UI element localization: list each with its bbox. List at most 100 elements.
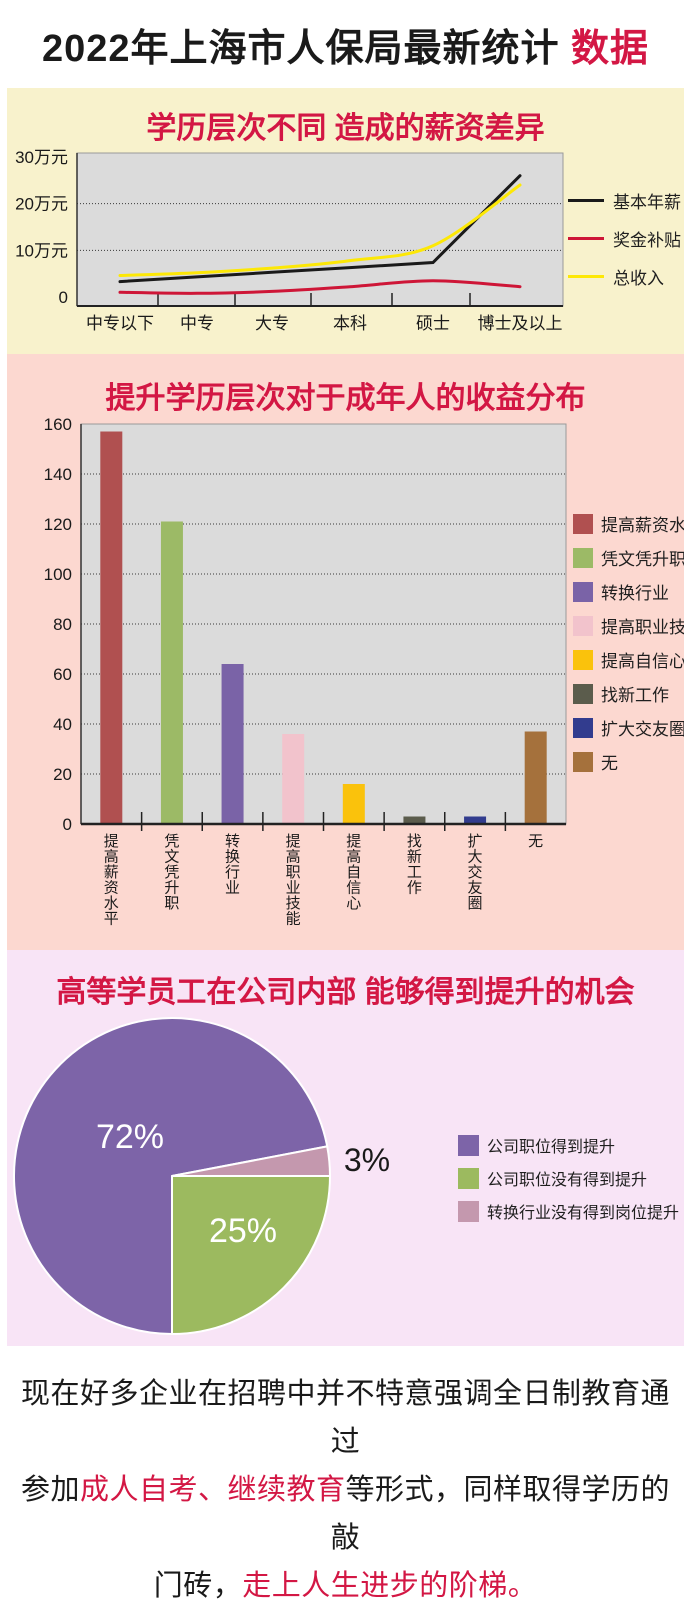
line-series-基本年薪: [118, 174, 522, 284]
section-pie-chart: 高等学员工在公司内部 能够得到提升的机会 72% 3% 25% 公司职位得到提升 公司…: [7, 950, 684, 1346]
svg-text:0: 0: [59, 288, 68, 307]
legend-item: 公司职位没有得到提升: [458, 1166, 679, 1190]
legend-label: 奖金补贴: [613, 231, 681, 250]
legend-label: 提高自信心: [601, 652, 684, 671]
legend-item: 公司职位得到提升: [458, 1133, 679, 1157]
line-chart-svg: 30万元 20万元 10万元 0 中专以下 中专 大专 本科 硕士 博士及以上: [15, 148, 564, 333]
svg-text:中专: 中专: [180, 314, 214, 333]
bar-x-label: 凭文凭升职: [164, 833, 179, 912]
svg-text:硕士: 硕士: [416, 314, 450, 333]
legend-swatch: [573, 717, 593, 738]
svg-text:20: 20: [53, 765, 72, 784]
legend-label: 公司职位得到提升: [487, 1139, 616, 1156]
pie-label-3%: 3%: [344, 1142, 390, 1178]
svg-text:博士及以上: 博士及以上: [478, 314, 563, 333]
svg-text:中专以下: 中专以下: [86, 314, 154, 333]
line-series-奖金补贴: [118, 279, 522, 295]
legend-label: 总收入: [613, 269, 664, 288]
legend-item: 凭文凭升职: [573, 545, 684, 570]
svg-text:100: 100: [44, 565, 72, 584]
page-title: 2022年上海市人保局最新统计 数据: [42, 17, 649, 72]
bar-x-label: 无: [528, 833, 543, 850]
footer-text: 等形式，同样取得学历的敲: [330, 1474, 671, 1554]
legend-swatch: [573, 751, 593, 772]
legend-swatch: [573, 649, 593, 670]
legend-label: 公司职位没有得到提升: [487, 1172, 648, 1189]
pie-chart-svg: 72% 3% 25%: [12, 1017, 390, 1335]
legend-swatch: [568, 237, 604, 240]
legend-item: 扩大交友圈: [573, 715, 684, 740]
bar-凭文凭升职: [160, 521, 183, 824]
bar-x-label: 转换行业: [225, 833, 240, 897]
legend-item: 基本年薪: [568, 188, 681, 213]
svg-text:10万元: 10万元: [15, 241, 68, 260]
page-title-black: 2022年上海市人保局最新统计: [41, 27, 572, 70]
legend-item: 转换行业没有得到岗位提升: [458, 1199, 679, 1223]
legend-swatch: [573, 683, 593, 704]
legend-label: 提高薪资水平: [601, 516, 684, 535]
line-series-总收入: [118, 183, 522, 277]
pie-chart-title: 高等学员工在公司内部 能够得到提升的机会: [56, 976, 635, 1009]
svg-text:20万元: 20万元: [15, 195, 68, 214]
legend-item: 提高职业技能: [573, 613, 684, 638]
bar-无: [524, 731, 547, 824]
svg-text:120: 120: [44, 515, 72, 534]
pie-label-72%: 72%: [96, 1118, 164, 1156]
bar-x-label: 提高职业技能: [286, 833, 301, 928]
footer-text: 门砖，: [153, 1570, 243, 1602]
bar-找新工作: [403, 816, 426, 824]
pie-label-25%: 25%: [209, 1212, 277, 1250]
footer-text-red: 走上人生进步的阶梯。: [242, 1570, 538, 1602]
line-chart-legend: 基本年薪奖金补贴总收入: [568, 188, 681, 289]
bar-chart-svg: 0 20 40 60 80 100 120 140 160 提高薪资水平 凭文凭升职 转换行业 提高职业…: [44, 415, 567, 928]
legend-item: 提高自信心: [573, 647, 684, 672]
section-line-chart: 学历层次不同 造成的薪资差异 30万元 20万元 10万元 0 中专以下 中专 大专 本科 硕士…: [7, 88, 684, 354]
bar-x-label: 提高自信心: [346, 833, 361, 912]
section-bar-chart: 提升学历层次对于成年人的收益分布 0 20 40 60 80 100 120 140 160 提高…: [7, 354, 684, 950]
svg-text:大专: 大专: [255, 314, 289, 333]
legend-item: 奖金补贴: [568, 226, 681, 251]
legend-item: 转换行业: [573, 579, 684, 604]
bar-x-label: 扩大交友圈: [468, 833, 483, 912]
legend-label: 扩大交友圈: [601, 720, 684, 739]
legend-label: 找新工作: [601, 686, 669, 705]
bar-扩大交友圈: [464, 816, 487, 824]
bar-x-label: 找新工作: [407, 833, 422, 897]
svg-text:30万元: 30万元: [15, 148, 68, 167]
svg-text:60: 60: [53, 665, 72, 684]
svg-text:140: 140: [44, 465, 72, 484]
footer-paragraph: 现在好多企业在招聘中并不特意强调全日制教育通过参加成人自考、继续教育等形式，同样…: [0, 1370, 691, 1610]
legend-item: 无: [573, 749, 684, 774]
pie-slice-公司职位没有得到提升: [171, 1175, 331, 1335]
legend-swatch: [568, 275, 604, 278]
line-chart-title: 学历层次不同 造成的薪资差异: [146, 112, 545, 145]
svg-text:160: 160: [44, 415, 72, 434]
bar-提高薪资水平: [100, 431, 123, 824]
pie-slice-公司职位得到提升: [12, 1017, 329, 1335]
pie-chart-legend: 公司职位得到提升公司职位没有得到提升转换行业没有得到岗位提升: [458, 1133, 679, 1223]
footer-text: 现在好多企业在招聘中并不特意强调全日制教育通过: [20, 1378, 670, 1458]
legend-swatch: [568, 199, 604, 202]
legend-label: 转换行业没有得到岗位提升: [487, 1205, 680, 1222]
svg-text:0: 0: [63, 815, 72, 834]
legend-item: 提高薪资水平: [573, 511, 684, 536]
legend-swatch: [458, 1200, 479, 1222]
svg-text:40: 40: [53, 715, 72, 734]
legend-swatch: [573, 615, 593, 636]
legend-swatch: [573, 547, 593, 568]
footer-text-red: 成人自考、继续教育: [79, 1474, 346, 1506]
bar-x-label: 提高薪资水平: [104, 833, 119, 928]
svg-text:本科: 本科: [333, 314, 367, 333]
legend-label: 提高职业技能: [601, 618, 684, 637]
bar-转换行业: [221, 664, 244, 824]
footer-text: 参加: [20, 1474, 80, 1506]
page-header: 2022年上海市人保局最新统计 数据: [0, 0, 691, 88]
svg-text:80: 80: [53, 615, 72, 634]
legend-swatch: [573, 581, 593, 602]
legend-item: 总收入: [568, 264, 681, 289]
bar-提高自信心: [342, 784, 365, 824]
legend-label: 无: [601, 754, 618, 773]
legend-swatch: [458, 1167, 479, 1189]
legend-label: 基本年薪: [613, 193, 681, 212]
